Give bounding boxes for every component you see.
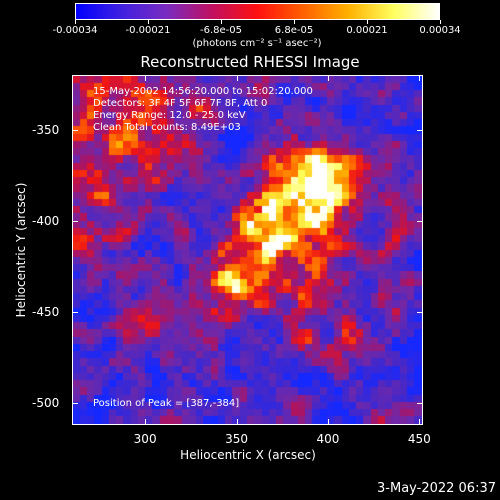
colorbar-tick-mark bbox=[75, 20, 76, 24]
colorbar-tick-label: 0.00021 bbox=[346, 25, 388, 36]
colorbar-tick-label: -0.00034 bbox=[52, 25, 98, 36]
x-tick-label: 450 bbox=[407, 432, 431, 446]
colorbar-tick-mark bbox=[294, 20, 295, 24]
y-tick-mark bbox=[417, 220, 423, 222]
info-detectors: Detectors: 3F 4F 5F 6F 7F 8F, Att 0 bbox=[93, 98, 268, 109]
y-axis-label: Heliocentric Y (arcsec) bbox=[14, 182, 28, 318]
y-tick-label: -350 bbox=[32, 122, 60, 137]
x-tick-mark bbox=[236, 75, 238, 81]
x-tick-mark bbox=[419, 419, 421, 425]
x-tick-mark bbox=[236, 419, 238, 425]
colorbar-tick-mark bbox=[148, 20, 149, 24]
x-tick-label: 350 bbox=[225, 432, 248, 446]
colorbar-tick-mark bbox=[440, 20, 441, 24]
colorbar-units: (photons cm⁻² s⁻¹ asec⁻²) bbox=[192, 38, 322, 49]
plot-area[interactable]: 15-May-2002 14:56:20.000 to 15:02:20.000… bbox=[72, 75, 423, 425]
y-tick-mark bbox=[417, 311, 423, 313]
plot-title: Reconstructed RHESSI Image bbox=[140, 53, 360, 71]
y-tick-mark bbox=[72, 403, 78, 405]
colorbar bbox=[75, 3, 440, 20]
peak-position-label: Position of Peak = [387,-384] bbox=[93, 398, 240, 409]
colorbar-tick-label: -6.8e-05 bbox=[200, 25, 242, 36]
x-tick-mark bbox=[327, 419, 329, 425]
colorbar-tick-label: 0.00034 bbox=[419, 25, 461, 36]
y-tick-mark bbox=[72, 220, 78, 222]
info-total-counts: Clean Total counts: 8.49E+03 bbox=[93, 122, 241, 133]
y-tick-mark bbox=[417, 129, 423, 131]
colorbar-tick-label: -0.00021 bbox=[125, 25, 171, 36]
x-tick-label: 300 bbox=[133, 432, 157, 446]
y-tick-mark bbox=[417, 403, 423, 405]
colorbar-tick-label: 6.8e-05 bbox=[274, 25, 314, 36]
x-tick-mark bbox=[419, 75, 421, 81]
plot-timestamp: 3-May-2022 06:37 bbox=[377, 481, 496, 496]
x-tick-mark bbox=[145, 419, 147, 425]
colorbar-tick-mark bbox=[367, 20, 368, 24]
x-tick-label: 400 bbox=[316, 432, 340, 446]
heatmap-image[interactable] bbox=[73, 76, 422, 424]
colorbar-tick-mark bbox=[221, 20, 222, 24]
y-tick-mark bbox=[72, 129, 78, 131]
info-time-range: 15-May-2002 14:56:20.000 to 15:02:20.000 bbox=[93, 86, 313, 97]
y-tick-mark bbox=[72, 311, 78, 313]
y-tick-label: -500 bbox=[32, 396, 60, 411]
x-axis-label: Heliocentric X (arcsec) bbox=[180, 448, 316, 462]
x-tick-mark bbox=[145, 75, 147, 81]
y-tick-label: -450 bbox=[32, 304, 60, 319]
info-energy-range: Energy Range: 12.0 - 25.0 keV bbox=[93, 110, 246, 121]
y-tick-label: -400 bbox=[32, 213, 60, 228]
x-tick-mark bbox=[327, 75, 329, 81]
